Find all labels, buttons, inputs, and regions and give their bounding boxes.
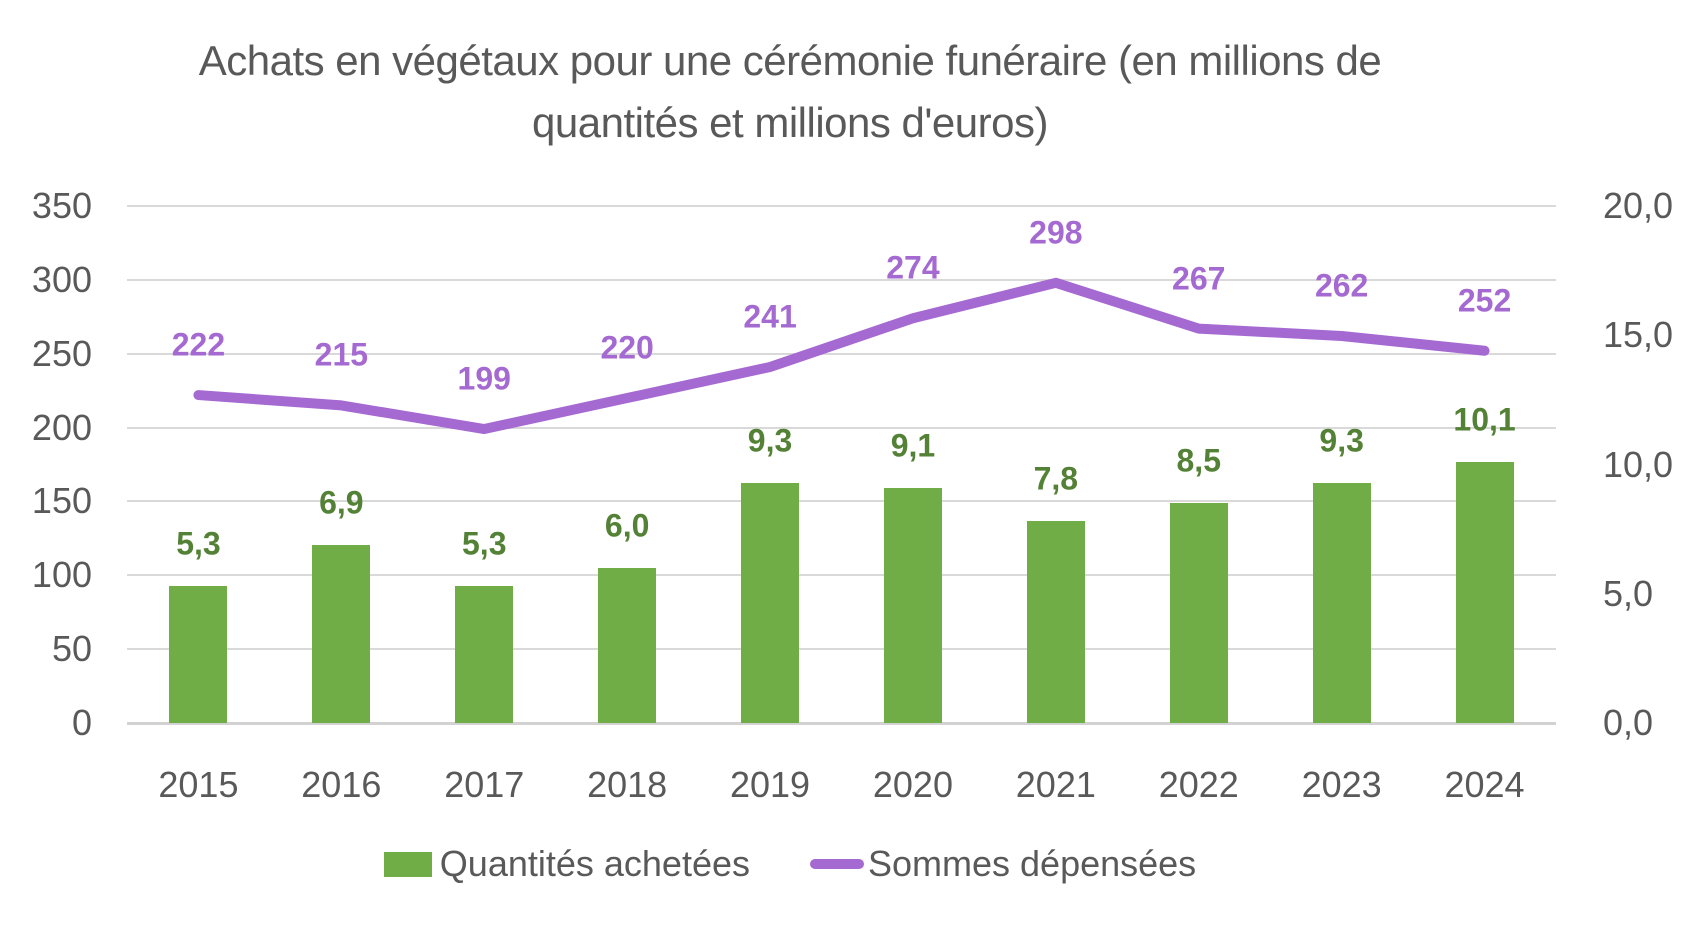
bar-label-2022: 8,5 (1176, 442, 1221, 479)
bar-label-2018: 6,0 (604, 507, 650, 544)
line-label-2020: 274 (886, 249, 940, 286)
right-axis-tick-label: 15,0 (1603, 314, 1674, 356)
gridline (127, 500, 1556, 503)
chart-title-line2: quantités et millions d'euros) (532, 99, 1048, 146)
bar-2023 (1312, 482, 1371, 723)
left-axis-tick-label: 50 (51, 628, 92, 670)
line-label-2022: 267 (1172, 260, 1226, 297)
bar-2017 (455, 585, 514, 723)
right-axis-tick-label: 5,0 (1603, 572, 1654, 614)
bar-label-2020: 9,1 (890, 427, 936, 464)
x-axis-label: 2024 (1444, 764, 1525, 805)
x-axis-label: 2016 (301, 764, 382, 805)
left-axis-tick-label: 0 (71, 702, 92, 743)
sommes-depensees-line (193, 277, 1490, 435)
legend-line-swatch-icon (810, 859, 864, 869)
bar-label-2015: 5,3 (176, 525, 221, 562)
x-axis-label: 2015 (158, 764, 239, 805)
bar-label-2021: 7,8 (1033, 460, 1079, 497)
line-label-2021: 298 (1029, 214, 1083, 251)
legend-label-sommes: Sommes dépensées (868, 843, 1197, 884)
legend-label-quantites: Quantités achetées (439, 843, 750, 884)
legend: Quantités achetées Sommes dépensées (0, 843, 1580, 885)
x-axis-label: 2018 (587, 764, 668, 805)
line-label-2023: 262 (1314, 267, 1369, 304)
bar-2020 (883, 487, 942, 723)
right-axis-tick-label: 0,0 (1603, 702, 1654, 743)
bar-label-2019: 9,3 (747, 422, 793, 459)
bar-2024 (1455, 461, 1514, 723)
line-label-2019: 241 (743, 298, 797, 335)
bar-label-2024: 10,1 (1453, 401, 1516, 438)
left-axis-tick-label: 200 (31, 406, 92, 448)
legend-item-sommes: Sommes dépensées (810, 843, 1196, 885)
left-axis-tick-label: 100 (31, 554, 92, 596)
gridline (127, 205, 1556, 207)
line-label-2024: 252 (1457, 282, 1512, 319)
gridline (127, 574, 1556, 577)
bar-2016 (312, 544, 371, 723)
chart-title: Achats en végétaux pour une cérémonie fu… (0, 30, 1580, 154)
line-label-2016: 215 (314, 336, 369, 373)
bar-2022 (1169, 503, 1228, 723)
bar-2021 (1026, 521, 1085, 723)
bar-label-2017: 5,3 (462, 525, 507, 562)
chart-title-line1: Achats en végétaux pour une cérémonie fu… (198, 37, 1382, 84)
bar-2015 (169, 585, 228, 723)
x-axis-label: 2022 (1158, 764, 1239, 805)
legend-item-quantites: Quantités achetées (383, 843, 750, 885)
x-axis-label: 2021 (1015, 764, 1096, 805)
legend-bar-swatch-icon (383, 851, 432, 877)
line-label-2017: 199 (457, 360, 511, 397)
left-axis-tick-label: 250 (31, 332, 92, 374)
x-axis-label: 2017 (444, 764, 525, 805)
left-axis-tick-label: 350 (31, 185, 92, 226)
right-axis-tick-label: 10,0 (1603, 443, 1674, 485)
gridline (127, 648, 1556, 651)
bar-2018 (598, 567, 657, 723)
left-axis-tick-label: 300 (31, 258, 92, 300)
bar-label-2023: 9,3 (1319, 422, 1364, 459)
bar-label-2016: 6,9 (319, 484, 364, 521)
gridline (127, 721, 1556, 725)
left-axis-tick-label: 150 (31, 480, 92, 522)
x-axis-label: 2023 (1301, 764, 1382, 805)
x-axis-label: 2020 (872, 764, 953, 805)
x-axis-label: 2019 (729, 764, 811, 805)
right-axis-tick-label: 20,0 (1603, 185, 1674, 226)
line-label-2015: 222 (171, 326, 226, 363)
line-label-2018: 220 (600, 329, 654, 366)
bar-2019 (741, 482, 800, 723)
